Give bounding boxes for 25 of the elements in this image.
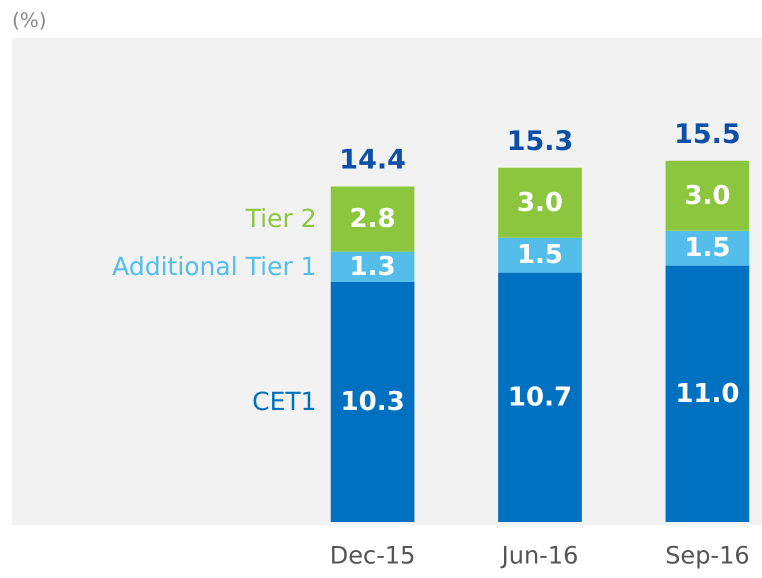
bar: [330, 282, 414, 522]
data-label: 1.5: [684, 233, 730, 264]
data-label: 1.3: [350, 252, 396, 282]
bar: [666, 266, 750, 522]
series-label: Tier 2: [244, 204, 317, 234]
data-label: 10.3: [340, 386, 405, 417]
data-label: 3.0: [516, 188, 564, 218]
data-label: 2.8: [350, 204, 396, 234]
data-label: 1.5: [516, 240, 564, 270]
x-tick-label: Sep-16: [665, 542, 750, 570]
text: (%): [12, 8, 47, 32]
series-label: Additional Tier 1: [112, 252, 317, 281]
total-label: 15.5: [674, 118, 741, 150]
data-label: 11.0: [675, 378, 740, 409]
bar: [498, 272, 582, 522]
data-label: 10.7: [508, 382, 572, 412]
total-label: 15.3: [506, 126, 574, 157]
x-tick-label: Jun-16: [500, 542, 578, 570]
series-label: CET1: [252, 386, 317, 416]
data-label: 3.0: [684, 180, 730, 211]
bar: [498, 168, 582, 238]
x-tick-label: Dec-15: [330, 542, 416, 570]
bar: [666, 160, 750, 231]
total-label: 14.4: [339, 144, 406, 176]
bar: [330, 186, 414, 252]
